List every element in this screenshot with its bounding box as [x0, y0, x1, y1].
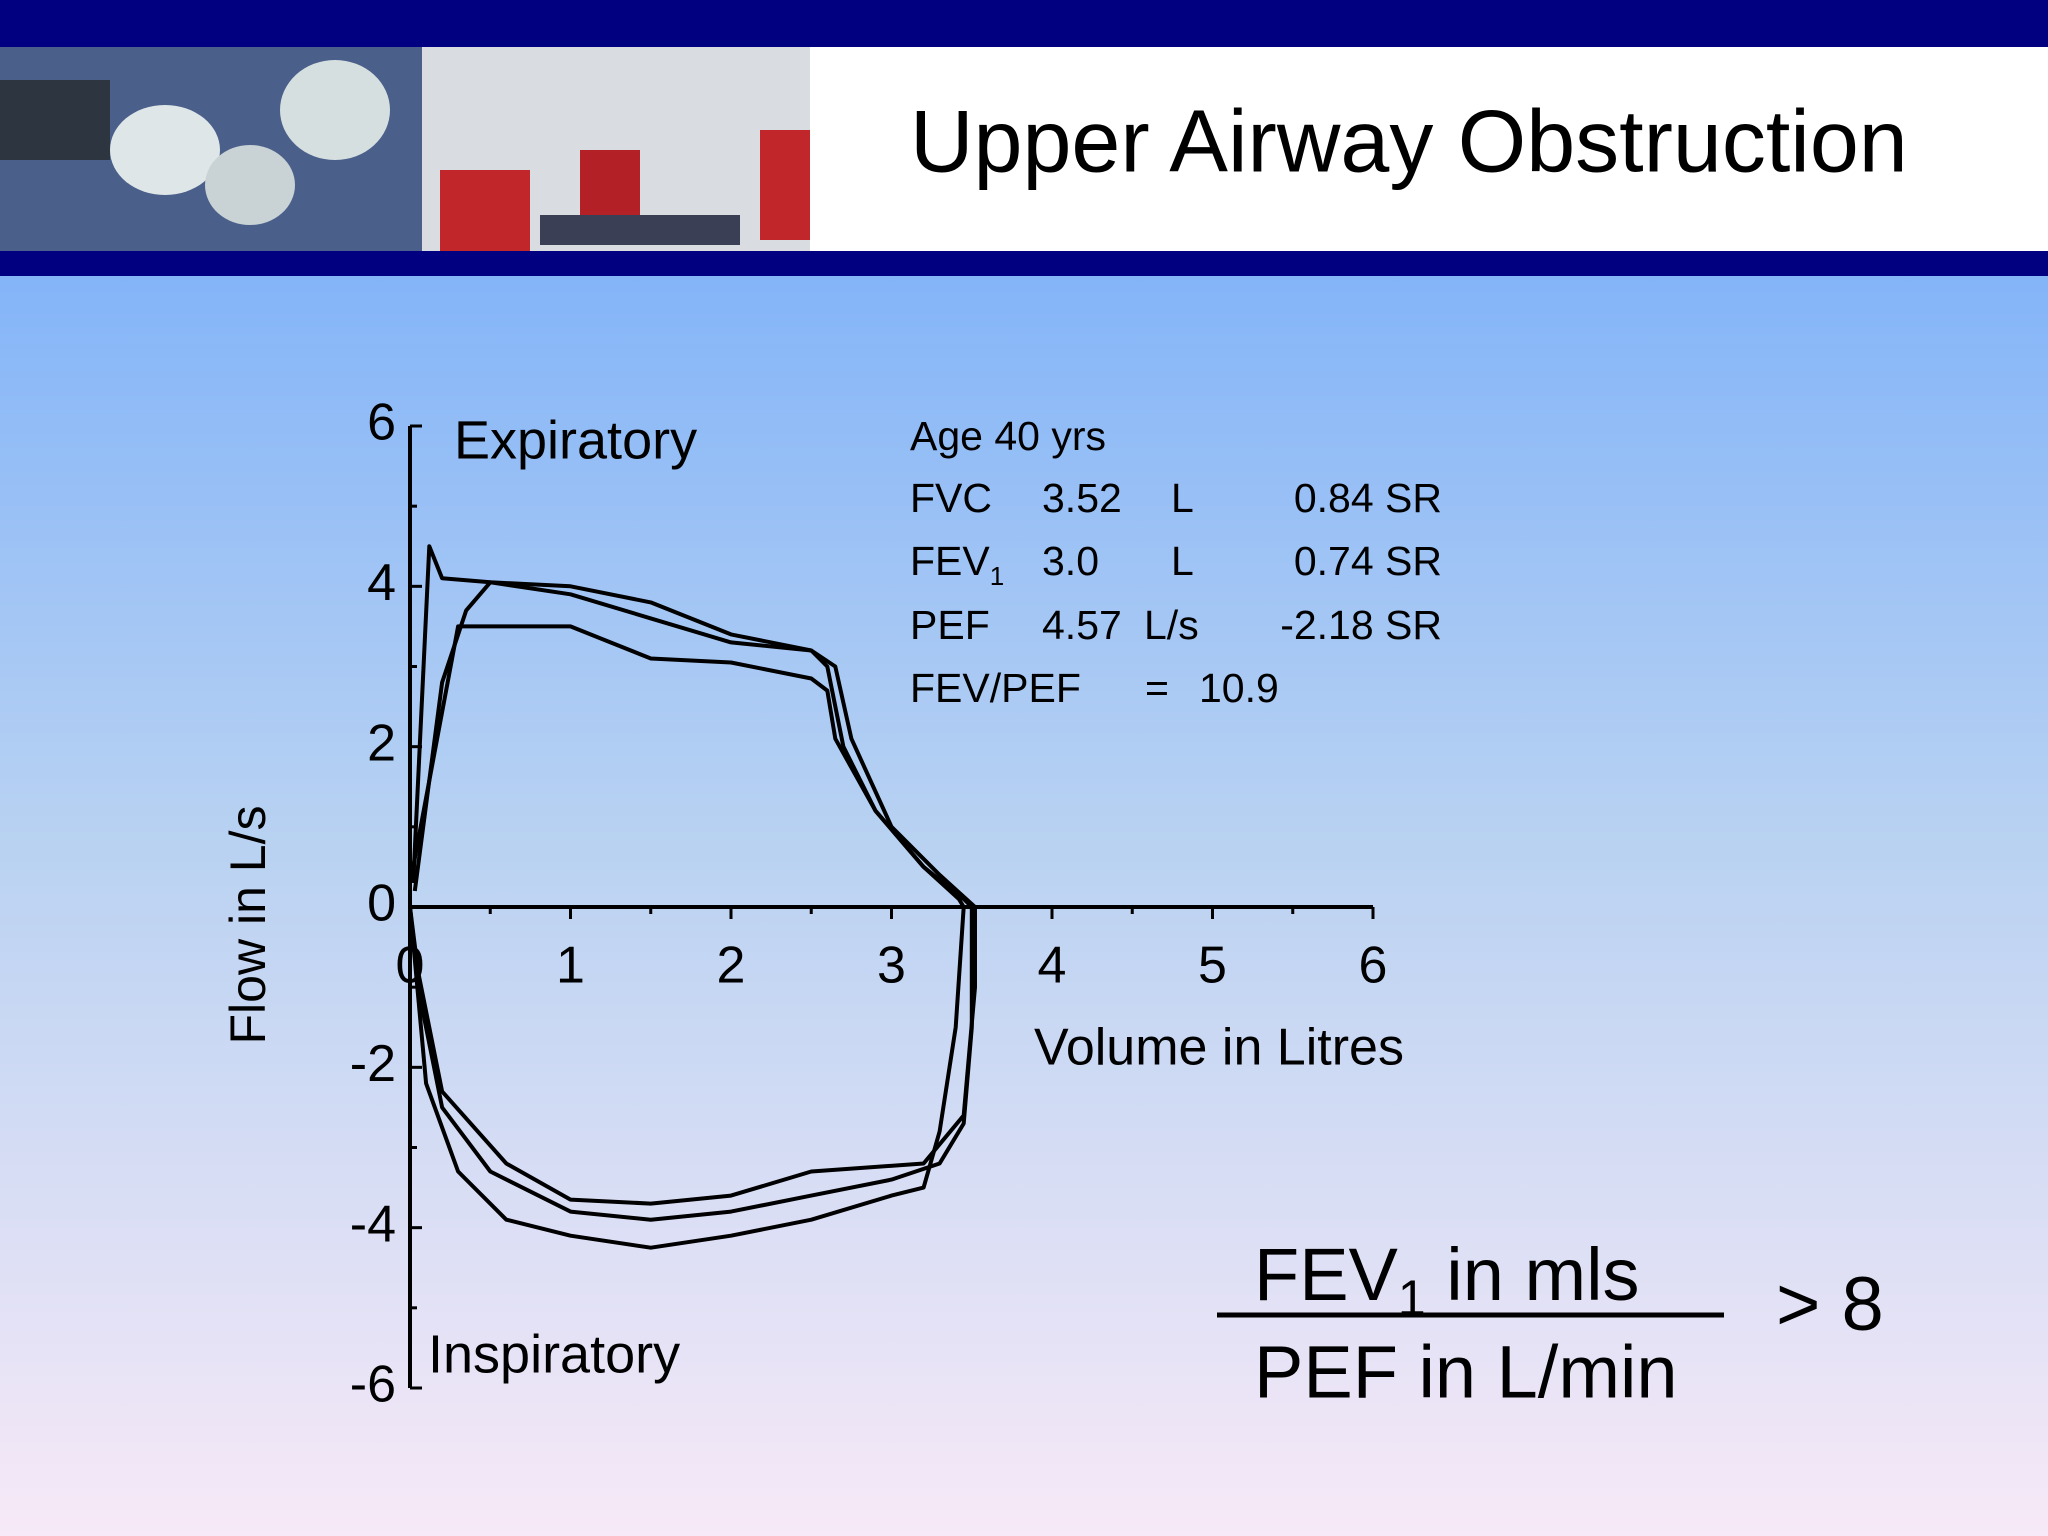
chart: Flow in L/s Volume in Litres Expiratory …: [220, 394, 1404, 1414]
flow-volume-loop: [408, 624, 966, 1250]
photo-cap: [205, 145, 295, 225]
stats-unit: L/s: [1144, 602, 1199, 648]
header-band: [0, 251, 2048, 276]
flow-volume-loop: [408, 580, 977, 1206]
stats-sr: 0.74 SR: [1294, 538, 1442, 584]
x-tick-label: 1: [556, 937, 585, 995]
stats-sr: 0.84 SR: [1294, 475, 1442, 521]
stats-label: FEV/PEF: [910, 665, 1081, 711]
stats-value: 4.57: [1042, 602, 1122, 648]
photo-monitor: [0, 80, 110, 160]
x-tick-label: 6: [1359, 937, 1388, 995]
header-photo: [0, 47, 810, 251]
stats-label-text: FEV: [910, 538, 990, 584]
stats-value: 3.0: [1042, 538, 1099, 584]
stats-age: Age 40 yrs: [910, 413, 1106, 459]
photo-cap: [110, 105, 220, 195]
x-axis-label: Volume in Litres: [1034, 1019, 1404, 1077]
photo-stretcher: [540, 215, 740, 245]
formula-numerator: FEV1 in mls: [1254, 1233, 1640, 1327]
stats-value: 3.52: [1042, 475, 1122, 521]
top-band: [0, 0, 2048, 47]
stats-label: FVC: [910, 475, 992, 521]
stats-sr: -2.18 SR: [1280, 602, 1442, 648]
stats: Age 40 yrs FVC 3.52 L 0.84 SR FEV1 3.0 L 0.74 S…: [910, 413, 1442, 711]
annotation: Inspiratory: [428, 1324, 680, 1384]
stats-label-text: PEF: [910, 602, 990, 648]
x-tick-label: 2: [717, 937, 746, 995]
y-tick-label: -2: [350, 1035, 396, 1093]
formula-relation: > 8: [1776, 1262, 1884, 1347]
stats-unit: L: [1171, 538, 1194, 584]
y-tick-label: 2: [367, 714, 396, 772]
y-tick-label: 6: [367, 394, 396, 452]
x-tick-label: 5: [1198, 937, 1227, 995]
stats-label: PEF: [910, 602, 990, 648]
photo-cap: [280, 60, 390, 160]
stats-label: FEV1: [910, 538, 1004, 591]
formula-denominator: PEF in L/min: [1254, 1331, 1678, 1414]
formula-text: FEV: [1254, 1233, 1399, 1316]
y-tick-label: -6: [350, 1356, 396, 1414]
photo-figure: [440, 170, 530, 251]
stats-subscript: 1: [990, 561, 1004, 591]
annotation: Expiratory: [454, 410, 697, 470]
stats-label-text: FVC: [910, 475, 992, 521]
formula-text: in mls: [1426, 1233, 1640, 1316]
stats-value: 10.9: [1199, 665, 1279, 711]
x-tick-label: 4: [1038, 937, 1067, 995]
y-tick-label: 4: [367, 554, 396, 612]
y-tick-label: -4: [350, 1195, 396, 1253]
x-tick-label: 3: [877, 937, 906, 995]
formula: FEV1 in mls PEF in L/min > 8: [1217, 1233, 1884, 1414]
stats-unit: L: [1171, 475, 1194, 521]
formula-subscript: 1: [1398, 1270, 1426, 1326]
y-tick-label: 0: [367, 875, 396, 933]
slide-title: Upper Airway Obstruction: [910, 91, 1908, 190]
photo-figure: [760, 130, 810, 240]
y-axis-label: Flow in L/s: [220, 806, 276, 1045]
stats-equals: =: [1145, 665, 1169, 711]
